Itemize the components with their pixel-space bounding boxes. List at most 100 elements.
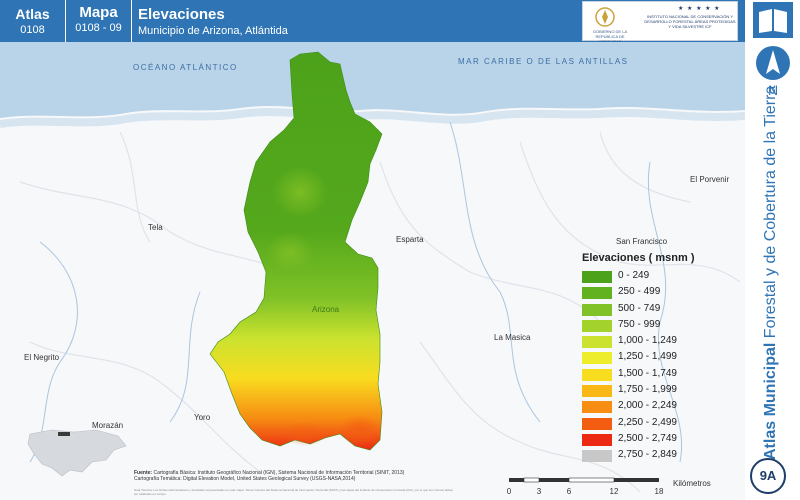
legend-swatch bbox=[582, 271, 612, 283]
legend-swatch bbox=[582, 287, 612, 300]
sea-area bbox=[0, 42, 745, 118]
place-el-porvenir: El Porvenir bbox=[690, 175, 729, 184]
place-morazan: Morazán bbox=[92, 421, 123, 430]
scale-unit: Kilómetros bbox=[673, 479, 711, 488]
legend-swatch bbox=[582, 433, 612, 446]
legend-swatch bbox=[582, 352, 612, 365]
sea-label-caribbean: MAR CARIBE O DE LAS ANTILLAS bbox=[458, 57, 628, 66]
elevation-map[interactable]: OCÉANO ATLÁNTICO MAR CARIBE O DE LAS ANT… bbox=[0, 42, 745, 500]
legend-label: 750 - 999 bbox=[618, 318, 661, 330]
legend-item: 1,750 - 1,999 bbox=[578, 383, 738, 399]
relief-peak-south bbox=[283, 422, 327, 446]
legend-swatch bbox=[582, 368, 612, 381]
legend-label: 500 - 749 bbox=[618, 302, 661, 314]
legend-label: 1,500 - 1,749 bbox=[618, 367, 677, 379]
atlas-vertical-title: Atlas Municipal Forestal y de Cobertura … bbox=[762, 86, 782, 460]
scale-bar: 0 3 6 12 18 Kilómetros bbox=[507, 477, 711, 496]
legend-item: 2,750 - 2,849 bbox=[578, 448, 738, 464]
title-block: Elevaciones Municipio de Arizona, Atlánt… bbox=[138, 0, 558, 42]
scale-segment bbox=[539, 478, 569, 482]
legend: Elevaciones ( msnm ) 0 - 249 250 - 499 500… bbox=[578, 252, 738, 465]
legend-title: Elevaciones ( msnm ) bbox=[582, 252, 695, 264]
locator-highlight bbox=[58, 432, 70, 436]
place-yoro: Yoro bbox=[194, 413, 211, 422]
map-sheet-badge: 9A bbox=[750, 458, 786, 494]
legend-swatch bbox=[582, 303, 612, 316]
legend-label: 1,250 - 1,499 bbox=[618, 351, 677, 363]
sources-label: Fuente: bbox=[134, 470, 153, 476]
north-arrow-icon bbox=[766, 50, 780, 74]
government-logo-text: GOBIERNO DE LA REPÚBLICA DE HONDURAS bbox=[592, 29, 628, 44]
institution-logos: GOBIERNO DE LA REPÚBLICA DE HONDURAS ★ ★… bbox=[582, 1, 738, 44]
legend-label: 2,250 - 2,499 bbox=[618, 416, 677, 428]
legend-item: 250 - 499 bbox=[578, 285, 738, 301]
place-arizona: Arizona bbox=[312, 305, 340, 314]
atlas-vertical-title-rest: Forestal y de Cobertura de la Tierra bbox=[762, 85, 779, 343]
place-tela: Tela bbox=[148, 223, 163, 232]
legend-item: 1,000 - 1,249 bbox=[578, 334, 738, 350]
honduras-outline bbox=[27, 429, 127, 477]
atlas-book-logo bbox=[753, 2, 793, 38]
scale-tick-3: 3 bbox=[537, 487, 542, 496]
legend-items: 0 - 249 250 - 499 500 - 749 750 - 999 1,000 … bbox=[578, 269, 738, 465]
sources-line-1: Cartografía Básica: Instituto Geográfico… bbox=[153, 470, 405, 476]
sources-line-2: Cartografía Temática: Digital Elevation … bbox=[134, 476, 356, 482]
place-el-negrito: El Negrito bbox=[24, 353, 60, 362]
rivers-layer bbox=[29, 121, 682, 463]
north-arrow bbox=[756, 46, 790, 80]
right-sidebar: N Atlas Municipal Forestal y de Cobertur… bbox=[745, 0, 800, 500]
legend-label: 2,750 - 2,849 bbox=[618, 449, 677, 461]
legend-label: 2,000 - 2,249 bbox=[618, 400, 677, 412]
scale-segment bbox=[509, 478, 524, 482]
legend-item: 0 - 249 bbox=[578, 269, 738, 285]
legend-item: 1,500 - 1,749 bbox=[578, 367, 738, 383]
legend-item: 500 - 749 bbox=[578, 302, 738, 318]
scale-tick-0: 0 bbox=[507, 487, 512, 496]
legend-label: 250 - 499 bbox=[618, 286, 661, 298]
locator-inset-map bbox=[27, 429, 127, 477]
mapa-code: 0108 - 09 bbox=[75, 22, 122, 34]
legend-item: 2,250 - 2,499 bbox=[578, 416, 738, 432]
coast-shading bbox=[0, 108, 745, 128]
relief-highland-central bbox=[266, 232, 314, 272]
legend-swatch bbox=[582, 450, 612, 463]
sources-text: Fuente: Cartografía Básica: Instituto Ge… bbox=[134, 470, 464, 482]
relief-highland-north bbox=[272, 166, 328, 218]
government-seal-icon bbox=[595, 7, 615, 27]
legend-swatch bbox=[582, 401, 612, 414]
north-label: N bbox=[767, 82, 779, 98]
legend-swatch bbox=[582, 385, 612, 398]
header-bar: Atlas 0108 Mapa 0108 - 09 Elevaciones Mu… bbox=[0, 0, 745, 44]
legend-label: 2,500 - 2,749 bbox=[618, 432, 677, 444]
legend-label: 1,000 - 1,249 bbox=[618, 335, 677, 347]
place-esparta: Esparta bbox=[396, 235, 424, 244]
scale-tick-12: 12 bbox=[610, 487, 619, 496]
atlas-code-block: Atlas 0108 bbox=[0, 0, 66, 42]
atlas-code: 0108 bbox=[20, 24, 45, 36]
page-subtitle: Municipio de Arizona, Atlántida bbox=[138, 25, 288, 37]
scale-tick-18: 18 bbox=[655, 487, 664, 496]
place-la-masica: La Masica bbox=[494, 333, 531, 342]
page-title: Elevaciones bbox=[138, 6, 225, 23]
atlas-vertical-title-bold: Atlas Municipal bbox=[762, 342, 779, 460]
place-san-francisco: San Francisco bbox=[616, 237, 668, 246]
atlas-label: Atlas bbox=[15, 6, 50, 22]
technical-note: Nota Técnica: Los límites administrativo… bbox=[134, 488, 454, 496]
scale-segment bbox=[614, 478, 659, 482]
scale-segment bbox=[523, 477, 540, 483]
legend-swatch bbox=[582, 336, 612, 349]
legend-swatch bbox=[582, 319, 612, 332]
relief-peak-southeast bbox=[340, 414, 380, 446]
open-book-icon bbox=[759, 9, 787, 33]
sea-label-atlantic: OCÉANO ATLÁNTICO bbox=[133, 63, 238, 72]
legend-label: 0 - 249 bbox=[618, 270, 650, 281]
legend-item: 2,000 - 2,249 bbox=[578, 399, 738, 415]
legend-item: 1,250 - 1,499 bbox=[578, 350, 738, 366]
scale-tick-6: 6 bbox=[567, 487, 572, 496]
icf-stars: ★ ★ ★ ★ ★ bbox=[678, 6, 721, 12]
mapa-code-block: Mapa 0108 - 09 bbox=[66, 0, 132, 42]
legend-item: 2,500 - 2,749 bbox=[578, 432, 738, 448]
legend-label: 1,750 - 1,999 bbox=[618, 384, 677, 396]
mapa-label: Mapa bbox=[79, 4, 118, 21]
icf-logo-text: INSTITUTO NACIONAL DE CONSERVACIÓN Y DES… bbox=[644, 14, 736, 29]
